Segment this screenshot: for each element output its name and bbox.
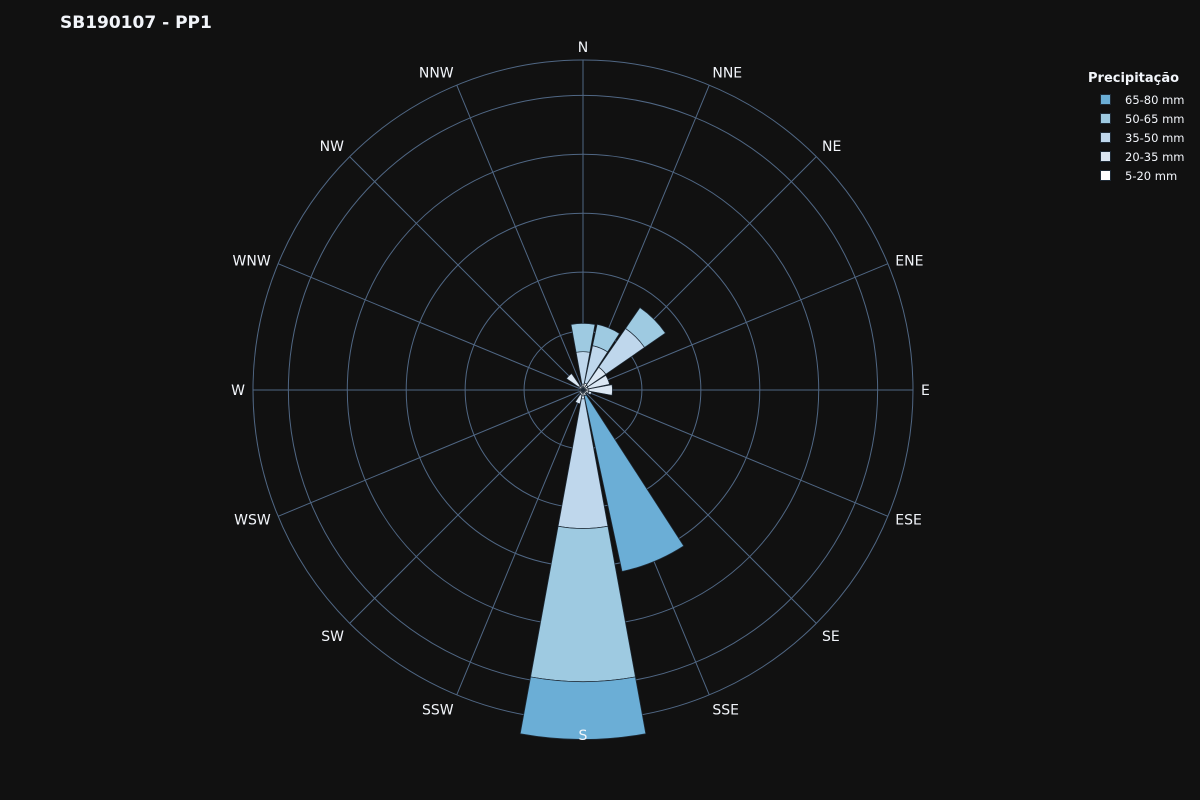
grid-spoke-nnw (457, 85, 583, 390)
legend-swatch (1100, 113, 1111, 124)
legend-swatch (1100, 170, 1111, 181)
grid-spoke-nw (350, 157, 583, 390)
legend-item[interactable]: 5-20 mm (1088, 166, 1184, 185)
direction-label-ese: ESE (895, 512, 922, 528)
bar-n-50-65mm (571, 323, 595, 352)
legend-item[interactable]: 35-50 mm (1088, 128, 1184, 147)
direction-label-w: W (231, 383, 245, 399)
direction-label-ene: ENE (895, 254, 923, 270)
grid-spoke-wnw (278, 264, 583, 390)
legend-label: 50-65 mm (1125, 112, 1184, 126)
direction-label-nne: NNE (712, 66, 742, 82)
legend-item[interactable]: 50-65 mm (1088, 109, 1184, 128)
direction-label-ssw: SSW (422, 702, 454, 718)
legend-title: Precipitação (1088, 71, 1184, 86)
grid-spoke-wsw (278, 390, 583, 516)
direction-label-wnw: WNW (233, 254, 271, 270)
legend-label: 65-80 mm (1125, 93, 1184, 107)
legend-items: 65-80 mm 50-65 mm 35-50 mm 20-35 mm 5-20 mm (1088, 90, 1184, 185)
legend-item[interactable]: 65-80 mm (1088, 90, 1184, 109)
legend-swatch (1100, 94, 1111, 105)
direction-label-se: SE (822, 629, 840, 645)
legend: Precipitação 65-80 mm 50-65 mm 35-50 mm 20-… (1088, 71, 1184, 185)
direction-label-s: S (579, 728, 588, 744)
direction-label-n: N (578, 40, 588, 56)
direction-label-nw: NW (320, 139, 344, 155)
direction-label-e: E (921, 383, 930, 399)
direction-label-nnw: NNW (419, 66, 454, 82)
direction-label-sw: SW (321, 629, 344, 645)
legend-item[interactable]: 20-35 mm (1088, 147, 1184, 166)
legend-swatch (1100, 151, 1111, 162)
legend-swatch (1100, 132, 1111, 143)
direction-label-sse: SSE (712, 702, 739, 718)
bar-ese-20-35mm (588, 391, 592, 395)
legend-label: 20-35 mm (1125, 150, 1184, 164)
direction-label-ne: NE (822, 139, 841, 155)
legend-label: 5-20 mm (1125, 169, 1177, 183)
legend-label: 35-50 mm (1125, 131, 1184, 145)
direction-label-wsw: WSW (234, 512, 271, 528)
